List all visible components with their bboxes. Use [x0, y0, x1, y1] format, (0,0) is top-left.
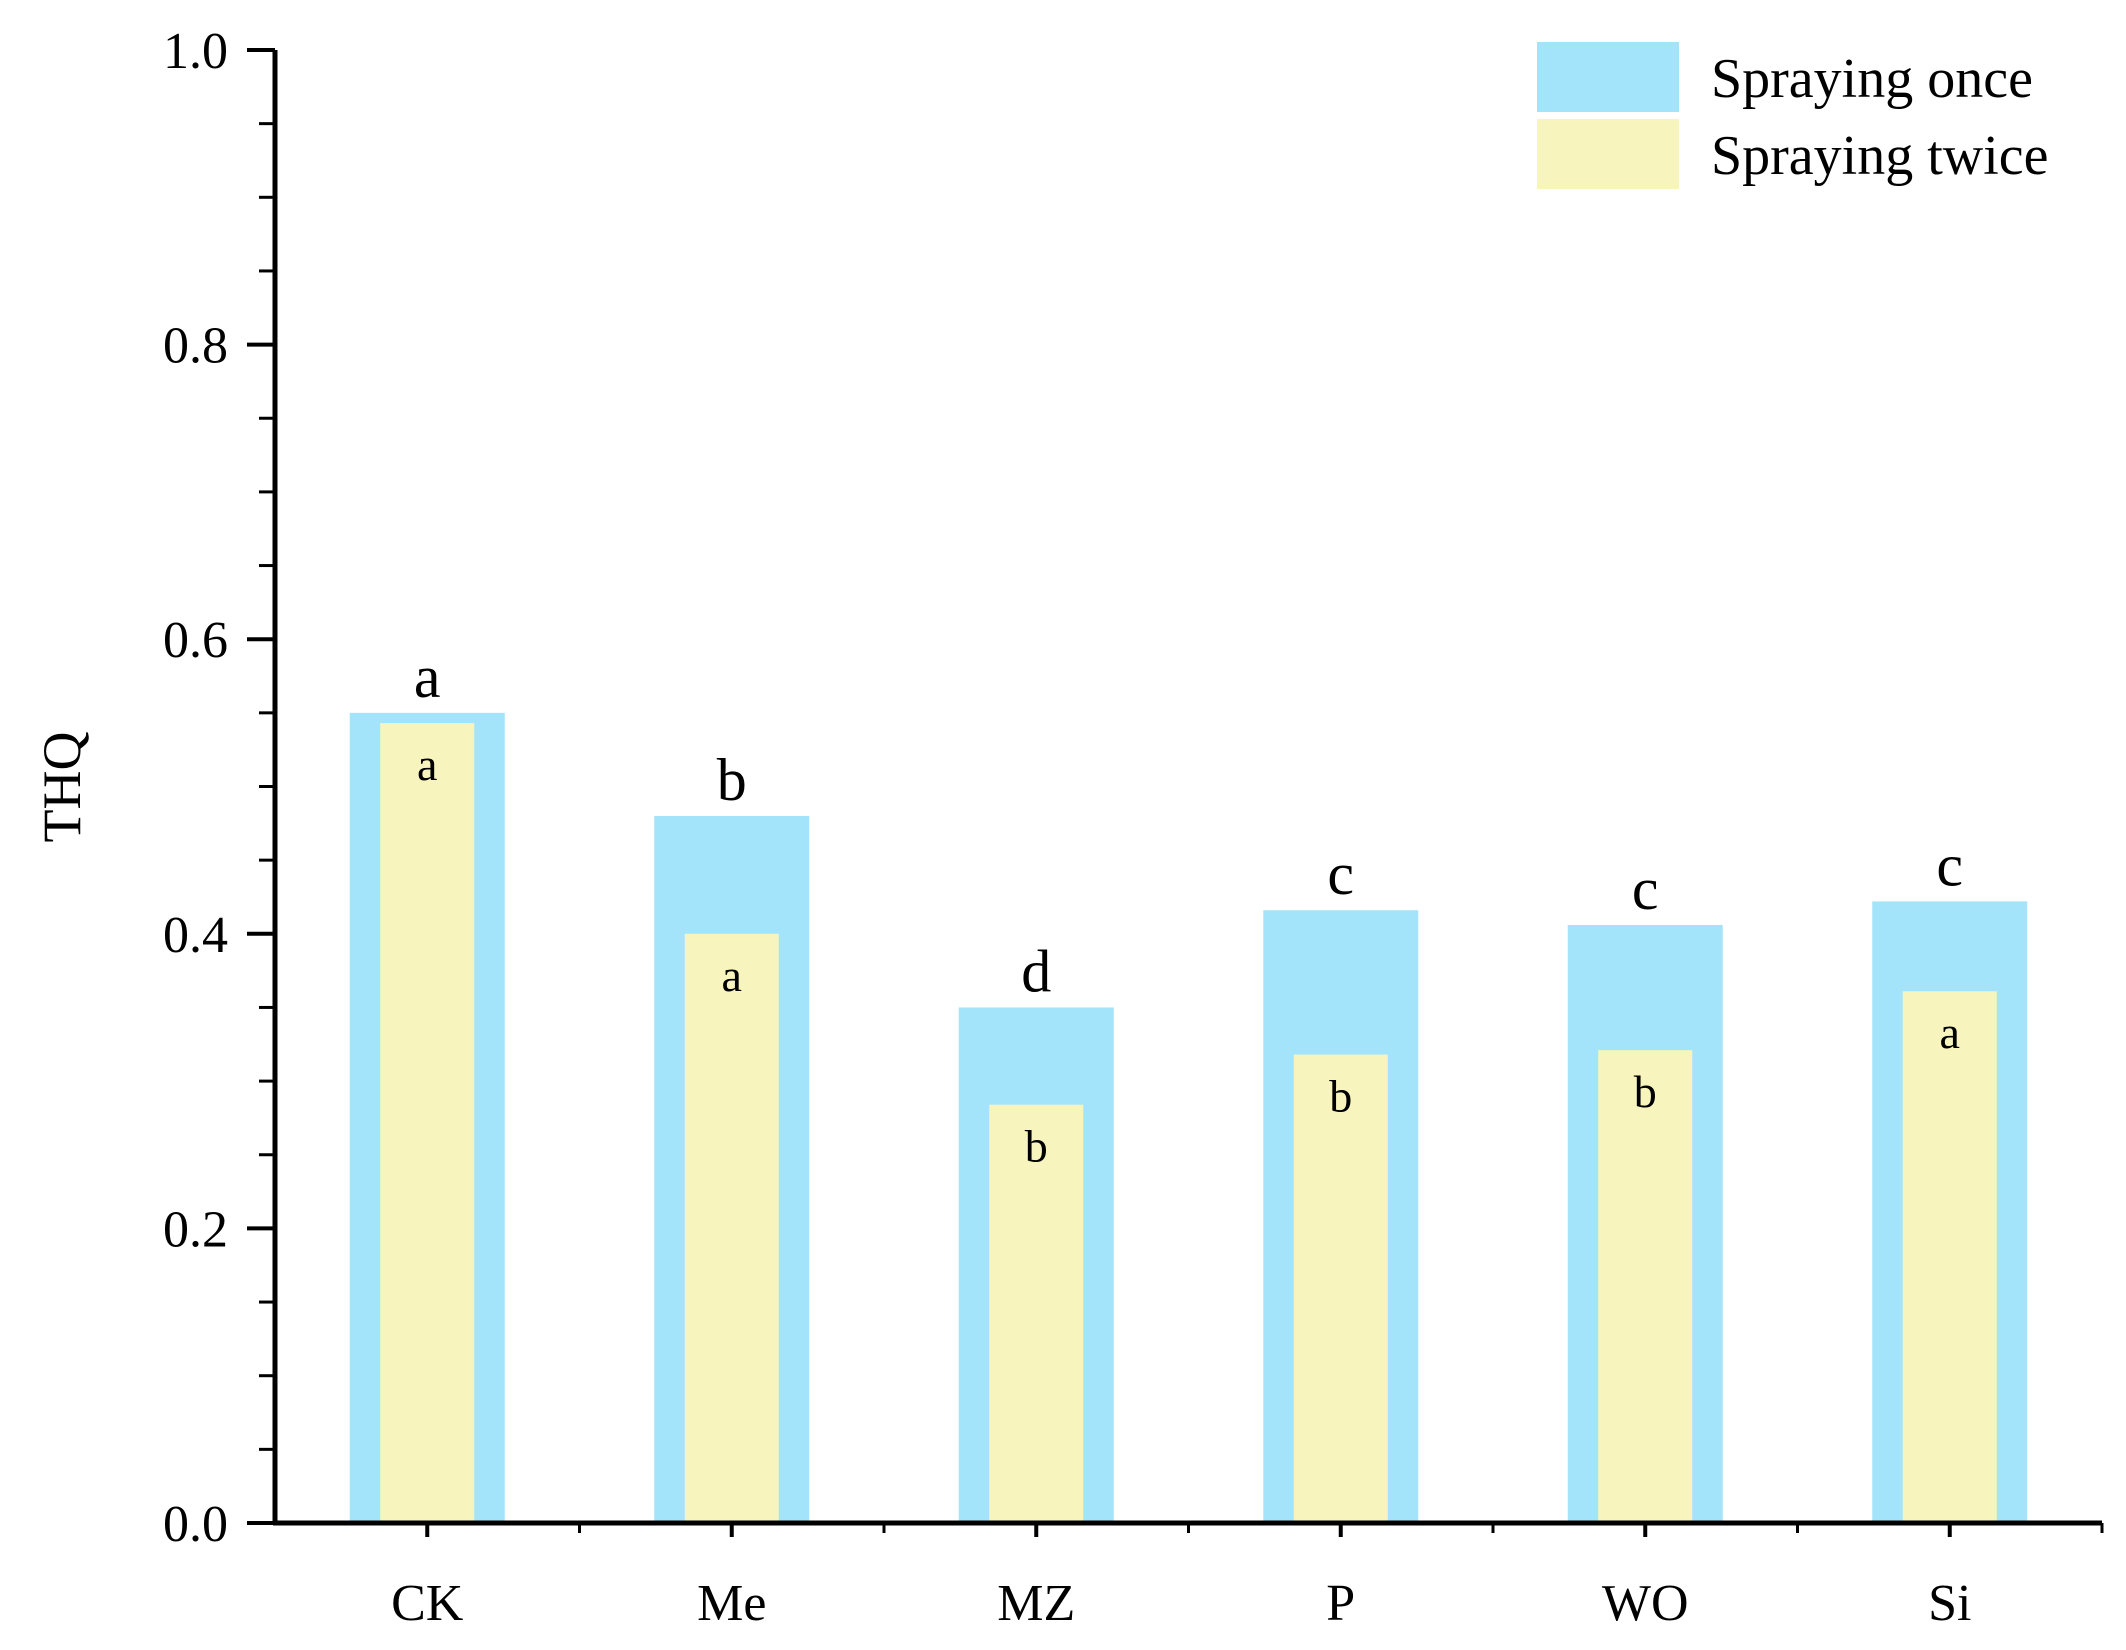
bar-spraying-twice-me: [684, 933, 779, 1523]
letter-spraying-twice-wo: b: [1634, 1066, 1657, 1117]
y-tick-label: 1.0: [163, 23, 228, 80]
x-tick-label-si: Si: [1928, 1575, 1971, 1632]
bar-spraying-twice-ck: [380, 723, 475, 1523]
letter-spraying-once-ck: a: [414, 644, 441, 710]
bar-spraying-twice-wo: [1598, 1050, 1693, 1523]
legend-swatch-spraying-twice: [1537, 119, 1679, 189]
x-ticks: CK Me MZ P WO Si: [391, 1523, 2104, 1632]
y-tick-label: 0.4: [163, 907, 228, 964]
y-tick-label: 0.0: [163, 1496, 228, 1553]
x-tick-label-mz: MZ: [997, 1575, 1075, 1632]
y-tick-label: 0.6: [163, 612, 228, 669]
letter-spraying-once-me: b: [717, 747, 747, 813]
letter-spraying-twice-ck: a: [417, 739, 437, 790]
x-tick-label-me: Me: [697, 1575, 766, 1632]
y-axis-title: THQ: [32, 732, 92, 843]
bar-spraying-twice-si: [1902, 991, 1997, 1523]
y-tick-label: 0.8: [163, 318, 228, 375]
series-spraying-twice: [380, 723, 1997, 1523]
bar-spraying-twice-mz: [989, 1104, 1084, 1523]
x-tick-label-ck: CK: [391, 1575, 464, 1632]
letter-spraying-once-wo: c: [1632, 856, 1659, 922]
y-tick-label: 0.2: [163, 1201, 228, 1258]
letter-spraying-twice-mz: b: [1025, 1121, 1048, 1172]
bar-spraying-twice-p: [1293, 1054, 1388, 1523]
letter-spraying-once-p: c: [1327, 841, 1354, 907]
series-spraying-once: [349, 712, 2028, 1523]
axes: [272, 50, 2102, 1526]
legend-label-spraying-twice: Spraying twice: [1711, 125, 2048, 187]
legend-label-spraying-once: Spraying once: [1711, 48, 2033, 110]
letter-spraying-twice-si: a: [1940, 1007, 1960, 1058]
x-tick-label-p: P: [1326, 1575, 1355, 1632]
letter-spraying-twice-me: a: [722, 950, 742, 1001]
legend: Spraying once Spraying twice: [1537, 42, 2048, 189]
y-ticks: 0.0 0.2 0.4 0.6 0.8 1.0: [163, 23, 275, 1553]
letter-spraying-once-mz: d: [1021, 938, 1051, 1004]
legend-swatch-spraying-once: [1537, 42, 1679, 112]
x-tick-label-wo: WO: [1602, 1575, 1689, 1632]
letter-spraying-once-si: c: [1936, 832, 1963, 898]
letter-spraying-twice-p: b: [1329, 1071, 1352, 1122]
